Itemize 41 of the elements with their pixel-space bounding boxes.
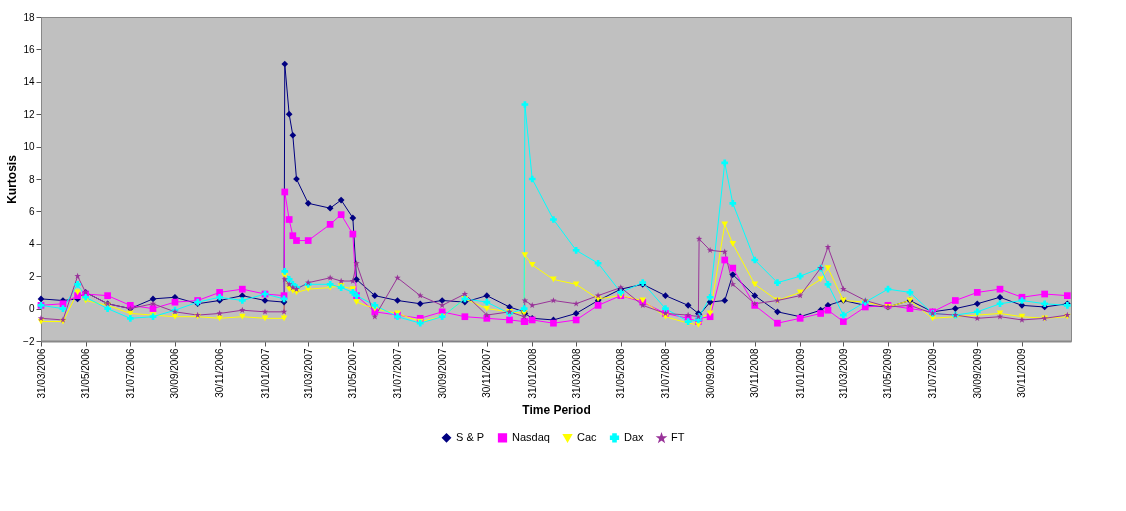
x-tick-label: 31/07/2009	[927, 348, 939, 399]
x-tick-label: 31/05/2009	[882, 348, 894, 399]
x-tick-label: 30/11/2006	[214, 348, 226, 398]
legend-label: Cac	[577, 431, 598, 444]
y-tick-label: 16	[23, 43, 35, 55]
y-tick-label: 6	[28, 205, 35, 217]
x-tick-label: 30/11/2009	[1016, 348, 1028, 398]
x-tick-label: 31/07/2006	[124, 348, 136, 399]
x-tick-label: 30/09/2009	[971, 348, 983, 399]
x-tick-label: 31/03/2008	[570, 348, 582, 399]
x-tick-label: 31/03/2006	[35, 348, 47, 399]
y-tick-label: 2	[28, 270, 35, 282]
y-tick-label: 12	[23, 108, 35, 120]
y-tick-label: 14	[23, 76, 35, 88]
x-tick-label: 30/11/2008	[749, 348, 761, 398]
x-tick-label: 31/07/2008	[659, 348, 671, 399]
x-tick-label: 30/09/2006	[169, 348, 181, 399]
x-tick-label: 31/01/2007	[259, 348, 271, 399]
x-tick-label: 31/03/2007	[302, 348, 314, 399]
x-tick-label: 30/11/2007	[481, 348, 493, 398]
x-tick-label: 31/05/2006	[80, 348, 92, 399]
x-axis-title: Time Period	[522, 402, 591, 417]
y-tick-label: 8	[28, 173, 35, 185]
x-tick-label: 30/09/2007	[436, 348, 448, 399]
x-tick-label: 31/03/2009	[837, 348, 849, 399]
legend-label: Nasdaq	[512, 430, 550, 443]
y-tick-label: 4	[28, 238, 35, 250]
y-tick-label: 18	[23, 11, 35, 23]
legend-label: FT	[671, 431, 685, 444]
x-tick-label: 31/01/2008	[526, 348, 538, 399]
y-axis-title: Kurtosis	[5, 154, 20, 204]
x-tick-label: 30/09/2008	[704, 348, 716, 399]
x-tick-label: 31/01/2009	[794, 348, 806, 399]
legend-label: S & P	[456, 430, 485, 443]
x-tick-label: 31/05/2008	[615, 348, 627, 399]
y-tick-label: 10	[23, 141, 35, 153]
y-tick-label: 0	[28, 303, 35, 315]
x-tick-label: 31/05/2007	[347, 348, 359, 399]
y-tick-label: −2	[23, 335, 35, 347]
x-tick-label: 31/07/2007	[392, 348, 404, 399]
legend-label: Dax	[624, 430, 645, 443]
